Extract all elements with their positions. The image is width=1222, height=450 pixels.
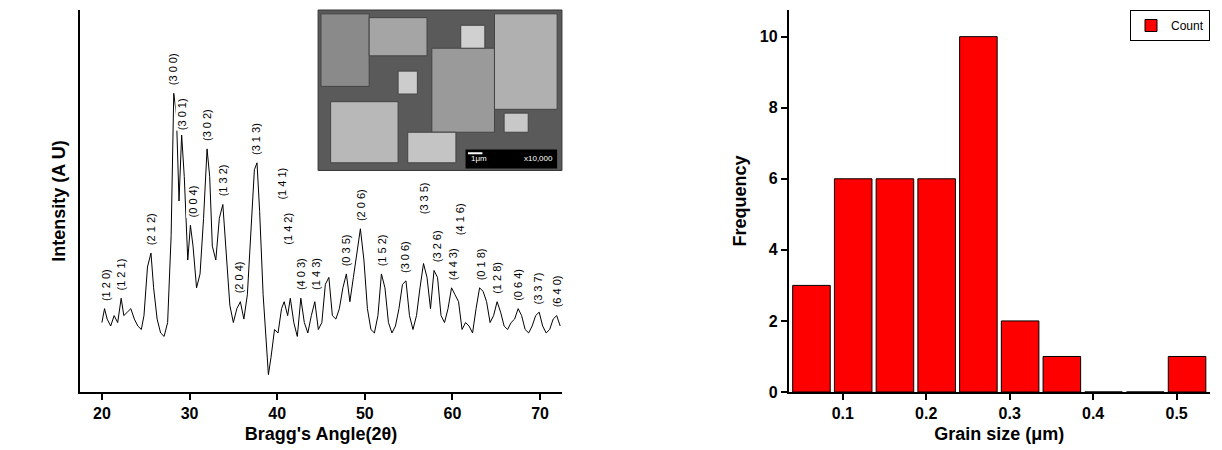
svg-text:Bragg's Angle(2θ): Bragg's Angle(2θ) [245, 424, 397, 444]
svg-text:(1 5 2): (1 5 2) [376, 234, 388, 266]
svg-text:(3 0 2): (3 0 2) [201, 109, 213, 141]
svg-text:(1 4 2): (1 4 2) [282, 213, 294, 245]
svg-text:(3 2 6): (3 2 6) [431, 230, 443, 262]
svg-text:(1 2 1): (1 2 1) [115, 259, 127, 291]
svg-text:(3 0 1): (3 0 1) [176, 98, 188, 130]
svg-text:0.4: 0.4 [1082, 405, 1104, 422]
svg-text:1μm: 1μm [471, 154, 487, 163]
svg-text:(3 3 7): (3 3 7) [532, 273, 544, 305]
svg-text:50: 50 [356, 405, 374, 422]
svg-text:(3 0 6): (3 0 6) [399, 241, 411, 273]
svg-text:20: 20 [93, 405, 111, 422]
svg-text:Count: Count [1171, 19, 1204, 33]
svg-text:(2 0 6): (2 0 6) [355, 189, 367, 221]
svg-text:0.1: 0.1 [832, 405, 854, 422]
svg-text:(4 1 6): (4 1 6) [454, 203, 466, 235]
svg-text:60: 60 [444, 405, 462, 422]
svg-text:30: 30 [181, 405, 199, 422]
svg-text:(0 3 5): (0 3 5) [340, 235, 352, 267]
svg-text:0.5: 0.5 [1165, 405, 1187, 422]
svg-text:(2 1 2): (2 1 2) [145, 213, 157, 245]
svg-text:0.2: 0.2 [915, 405, 937, 422]
svg-text:(3 3 5): (3 3 5) [418, 182, 430, 214]
svg-text:(1 3 2): (1 3 2) [217, 165, 229, 197]
svg-text:(0 1 8): (0 1 8) [475, 249, 487, 281]
svg-text:(4 4 3): (4 4 3) [447, 248, 459, 280]
svg-text:Intensity (A U): Intensity (A U) [49, 140, 69, 261]
svg-text:0.3: 0.3 [999, 405, 1021, 422]
svg-text:6: 6 [769, 170, 778, 187]
svg-text:8: 8 [769, 99, 778, 116]
svg-text:(1 4 1): (1 4 1) [276, 168, 288, 200]
svg-text:(6 4 0): (6 4 0) [551, 276, 563, 308]
svg-text:(0 6 4): (0 6 4) [512, 269, 524, 301]
svg-text:(1 2 0): (1 2 0) [100, 269, 112, 301]
svg-text:0: 0 [769, 384, 778, 401]
svg-text:Frequency: Frequency [730, 155, 750, 246]
svg-text:2: 2 [769, 313, 778, 330]
svg-text:40: 40 [268, 405, 286, 422]
svg-text:(3 1 3): (3 1 3) [250, 123, 262, 155]
svg-text:(0 0 4): (0 0 4) [187, 186, 199, 218]
svg-text:(1 2 8): (1 2 8) [491, 262, 503, 294]
svg-text:(1 4 3): (1 4 3) [310, 258, 322, 290]
svg-text:(2 0 4): (2 0 4) [233, 262, 245, 294]
svg-text:x10,000: x10,000 [524, 154, 553, 163]
svg-text:Grain size (μm): Grain size (μm) [934, 424, 1064, 444]
svg-text:10: 10 [760, 28, 778, 45]
svg-text:4: 4 [769, 241, 778, 258]
svg-text:70: 70 [531, 405, 549, 422]
svg-text:(4 0 3): (4 0 3) [295, 258, 307, 290]
svg-text:(3 0 0): (3 0 0) [167, 53, 179, 85]
